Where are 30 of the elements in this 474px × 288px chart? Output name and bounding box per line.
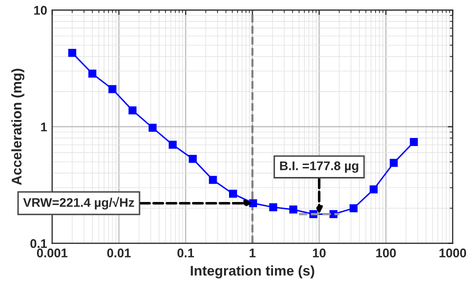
x-tick-label: 10 [312, 248, 326, 258]
y-tick-label: 1 [41, 122, 47, 132]
y-tick-label: 10 [34, 6, 47, 15]
x-tick-label: 1 [250, 248, 256, 258]
annotation: B.I. =177.8 µg [280, 161, 358, 173]
point [88, 70, 96, 78]
point [108, 85, 116, 94]
point [148, 124, 157, 132]
point [410, 138, 418, 146]
annotation: VRW=221.4 µg/√Hz [23, 196, 134, 210]
x-axis-title: Integration time (s) [190, 265, 314, 278]
point [289, 206, 298, 214]
point [350, 204, 358, 212]
point [370, 185, 378, 194]
point [128, 106, 137, 114]
point [229, 190, 237, 198]
y-tick-label: 0.1 [30, 239, 47, 248]
point [390, 158, 398, 167]
point [208, 176, 217, 184]
x-tick-label: 1000 [440, 248, 466, 258]
point [68, 48, 76, 57]
point [269, 203, 278, 212]
x-tick-label: 0.1 [177, 248, 194, 258]
x-tick-label: 0.001 [36, 248, 68, 258]
point [249, 199, 258, 208]
y-axis-title: Acceleration (mg) [11, 68, 24, 186]
point [188, 154, 197, 163]
x-tick-label: 100 [376, 248, 396, 258]
x-tick-label: 0.01 [107, 248, 131, 258]
point [168, 140, 177, 149]
